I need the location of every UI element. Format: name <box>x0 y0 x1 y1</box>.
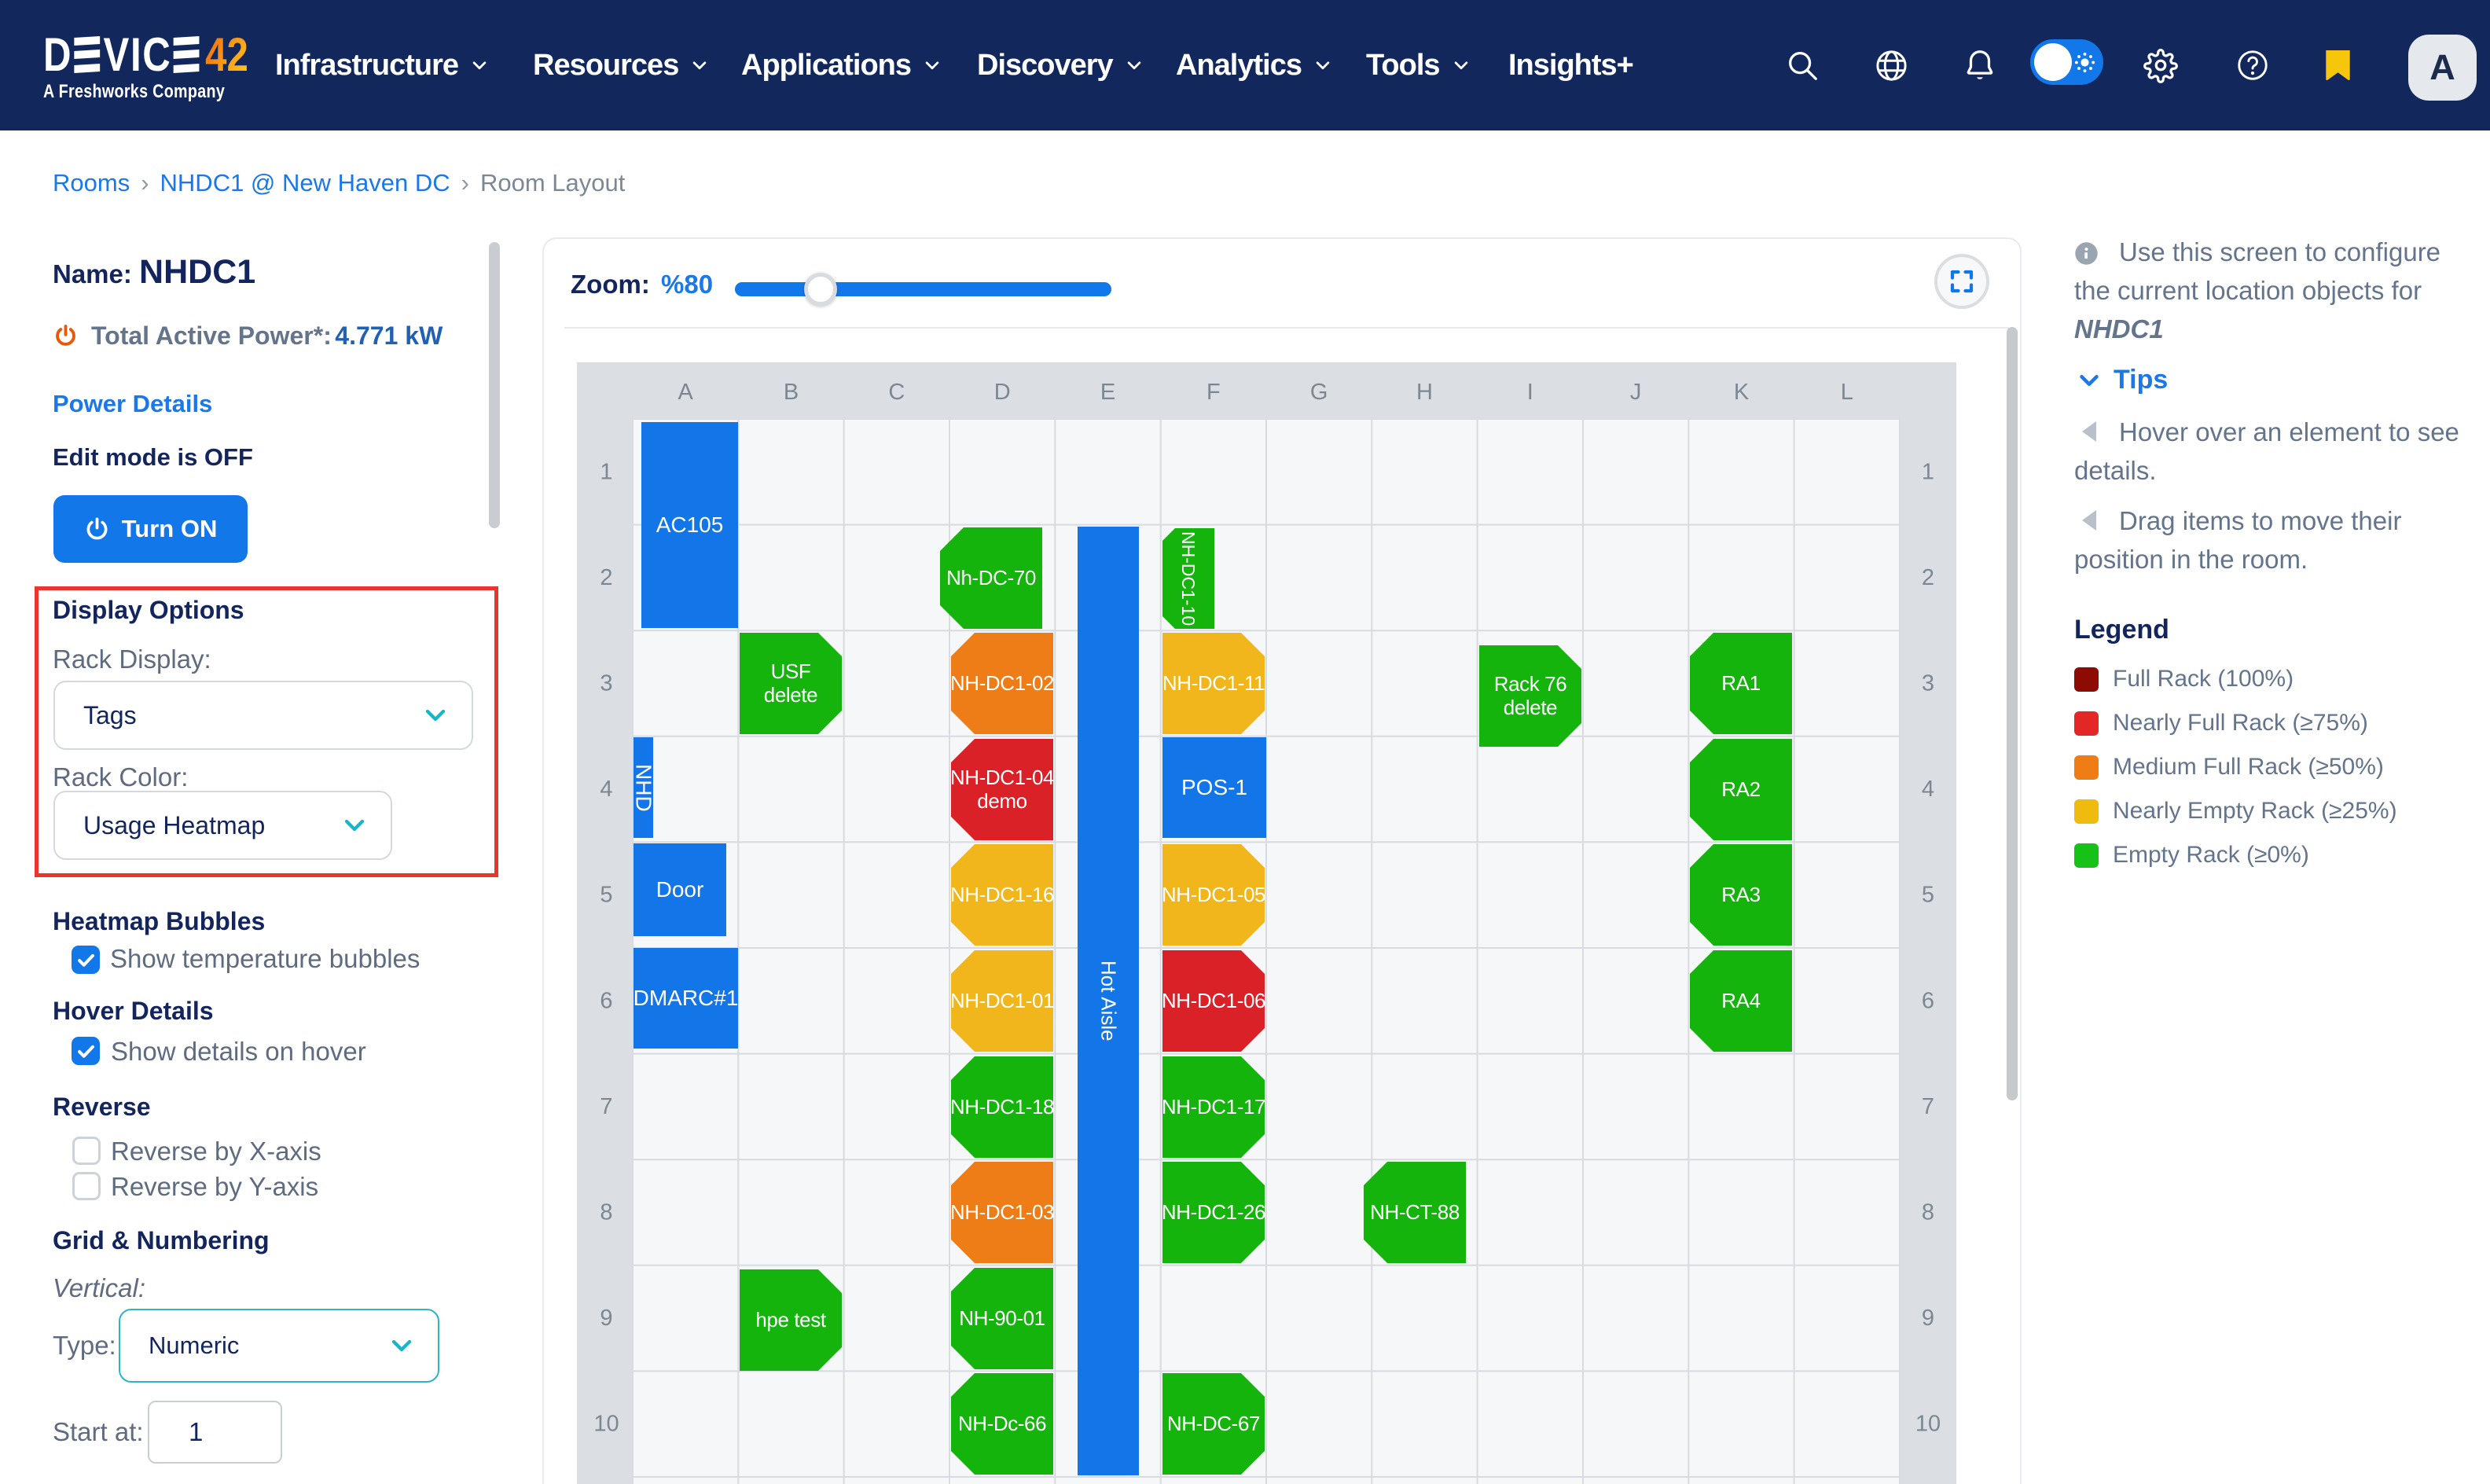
svg-text:10: 10 <box>1915 1412 1941 1437</box>
svg-text:2: 2 <box>600 565 612 590</box>
svg-text:5: 5 <box>1922 883 1934 908</box>
svg-text:4: 4 <box>1922 777 1934 802</box>
svg-text:8: 8 <box>1922 1200 1934 1225</box>
svg-text:I: I <box>1527 380 1533 405</box>
svg-text:9: 9 <box>1922 1306 1934 1331</box>
svg-text:1: 1 <box>600 459 612 484</box>
svg-text:C: C <box>888 380 905 405</box>
svg-text:10: 10 <box>593 1412 619 1437</box>
svg-text:4: 4 <box>600 777 612 802</box>
svg-text:7: 7 <box>1922 1094 1934 1119</box>
svg-text:3: 3 <box>600 671 612 696</box>
svg-text:D: D <box>994 380 1011 405</box>
svg-text:1: 1 <box>1922 459 1934 484</box>
svg-text:L: L <box>1841 380 1853 405</box>
svg-text:J: J <box>1630 380 1642 405</box>
svg-text:3: 3 <box>1922 671 1934 696</box>
svg-text:6: 6 <box>1922 988 1934 1013</box>
svg-text:6: 6 <box>600 988 612 1013</box>
svg-text:7: 7 <box>600 1094 612 1119</box>
svg-text:8: 8 <box>600 1200 612 1225</box>
svg-text:2: 2 <box>1922 565 1934 590</box>
svg-text:9: 9 <box>600 1306 612 1331</box>
svg-text:K: K <box>1734 380 1750 405</box>
svg-text:5: 5 <box>600 883 612 908</box>
svg-text:G: G <box>1310 380 1328 405</box>
svg-text:B: B <box>784 380 799 405</box>
svg-text:F: F <box>1206 380 1221 405</box>
svg-text:A: A <box>678 380 694 405</box>
svg-text:E: E <box>1100 380 1115 405</box>
svg-text:H: H <box>1416 380 1433 405</box>
